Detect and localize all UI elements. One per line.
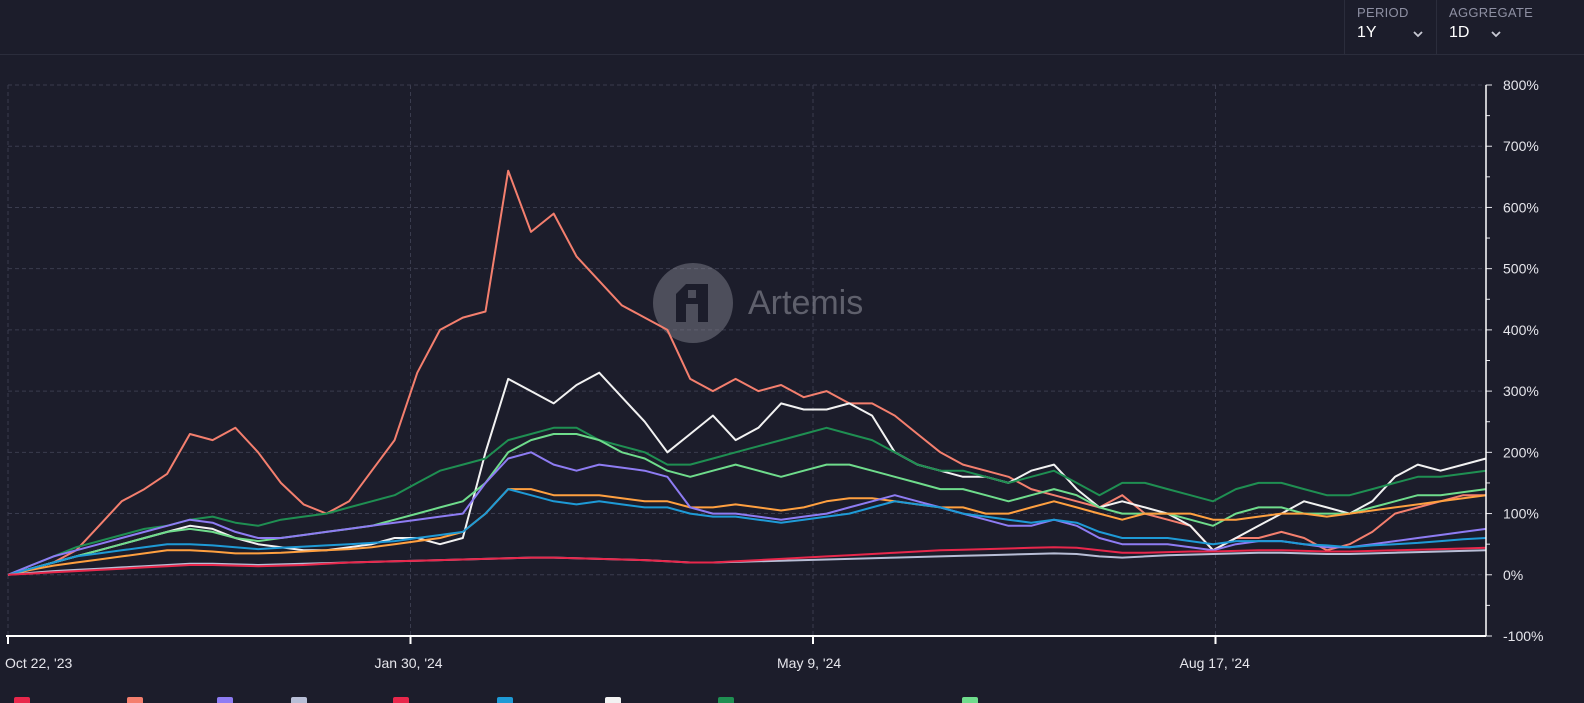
y-tick-label: 600% xyxy=(1503,199,1539,215)
top-toolbar: PERIOD 1Y AGGREGATE 1D xyxy=(0,0,1584,55)
y-tick-label: 400% xyxy=(1503,322,1539,338)
legend-swatch[interactable] xyxy=(217,697,233,703)
period-value: 1Y xyxy=(1357,24,1377,41)
aggregate-selector[interactable]: AGGREGATE 1D xyxy=(1436,0,1542,54)
x-tick-label: Jan 30, '24 xyxy=(375,655,443,671)
artemis-watermark: Artemis xyxy=(653,263,863,343)
series-line-8 xyxy=(7,549,1487,576)
y-tick-label: 0% xyxy=(1503,567,1523,583)
x-tick-label: Aug 17, '24 xyxy=(1180,655,1251,671)
series-line-2 xyxy=(7,371,1487,576)
series-line-3 xyxy=(7,426,1487,576)
y-tick-label: 100% xyxy=(1503,506,1539,522)
chart-grid xyxy=(7,84,1486,636)
series-line-4 xyxy=(7,433,1487,576)
chevron-down-icon xyxy=(1413,31,1423,38)
legend-swatch[interactable] xyxy=(962,697,978,703)
series-line-6 xyxy=(7,451,1487,576)
aggregate-label: AGGREGATE xyxy=(1449,5,1534,20)
legend-swatch[interactable] xyxy=(291,697,307,703)
series-line-5 xyxy=(7,488,1487,576)
legend-swatch[interactable] xyxy=(393,697,409,703)
line-chart: Artemis 800% 700% 600% 500% 400% 300% 200% 100%… xyxy=(5,77,1543,703)
aggregate-value: 1D xyxy=(1449,24,1470,41)
chart-axes: 800% 700% 600% 500% 400% 300% 200% 100% 0% -100% O… xyxy=(5,77,1543,671)
period-selector[interactable]: PERIOD 1Y xyxy=(1344,0,1436,54)
legend-swatch[interactable] xyxy=(127,697,143,703)
period-label: PERIOD xyxy=(1357,5,1409,20)
y-tick-label: -100% xyxy=(1503,628,1543,644)
legend-swatch[interactable] xyxy=(497,697,513,703)
series-line-7 xyxy=(7,488,1487,576)
chevron-down-icon xyxy=(1491,31,1501,38)
series-lines xyxy=(7,169,1487,576)
legend-swatch[interactable] xyxy=(718,697,734,703)
legend xyxy=(14,697,978,703)
legend-swatch[interactable] xyxy=(605,697,621,703)
x-tick-label: May 9, '24 xyxy=(777,655,841,671)
series-line-1 xyxy=(7,169,1486,576)
x-tick-label: Oct 22, '23 xyxy=(5,655,72,671)
watermark-text: Artemis xyxy=(748,284,863,322)
y-tick-label: 200% xyxy=(1503,444,1539,460)
y-tick-label: 700% xyxy=(1503,138,1539,154)
y-tick-label: 300% xyxy=(1503,383,1539,399)
legend-swatch[interactable] xyxy=(14,697,30,703)
y-tick-label: 500% xyxy=(1503,261,1539,277)
series-line-9 xyxy=(7,546,1487,576)
y-tick-label: 800% xyxy=(1503,77,1539,93)
